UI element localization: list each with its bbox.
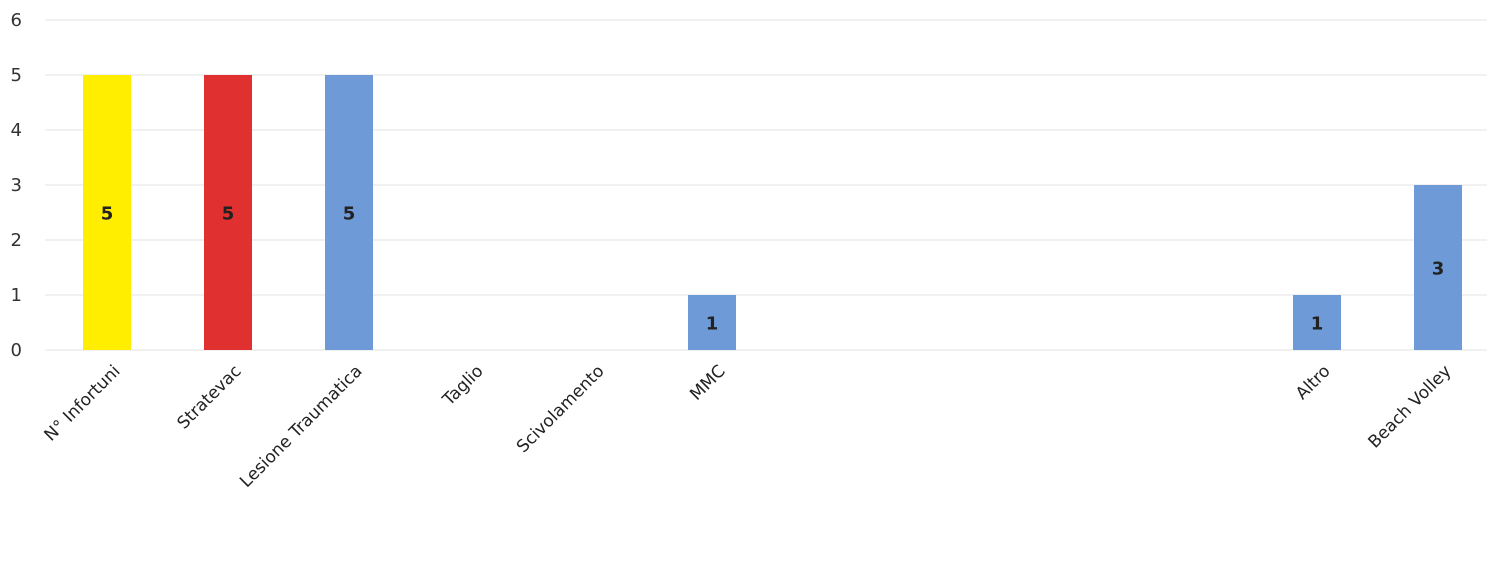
data-label: 3 (1432, 259, 1445, 280)
y-tick-label: 6 (11, 10, 22, 31)
y-tick-label: 1 (11, 285, 22, 306)
category-label: Stratevac (174, 361, 246, 433)
data-label: 5 (222, 204, 235, 225)
y-tick-label: 3 (11, 175, 22, 196)
category-label: Scivolamento (513, 361, 609, 457)
y-axis-tick-labels: 0 1 2 3 4 5 6 (11, 10, 22, 361)
bar (325, 75, 373, 350)
category-label: Taglio (438, 361, 487, 410)
category-label: Lesione Traumatica (236, 361, 366, 491)
y-tick-label: 4 (11, 120, 22, 141)
gridlines (45, 19, 1487, 351)
y-tick-label: 5 (11, 65, 22, 86)
category-label: MMC (686, 361, 729, 404)
y-tick-label: 2 (11, 230, 22, 251)
category-label: N° Infortuni (41, 361, 125, 445)
bar (1414, 185, 1462, 350)
data-label: 5 (101, 204, 114, 225)
bar (83, 75, 131, 350)
bar (688, 295, 736, 350)
data-label: 1 (1311, 314, 1324, 335)
data-labels: 5 5 5 1 1 3 (101, 204, 1445, 335)
category-label: Altro (1292, 361, 1334, 403)
bars (83, 75, 1462, 350)
y-tick-label: 0 (11, 340, 22, 361)
data-label: 1 (706, 314, 719, 335)
bar (204, 75, 252, 350)
bar (1293, 295, 1341, 350)
data-label: 5 (343, 204, 356, 225)
category-label: Beach Volley (1364, 361, 1455, 452)
